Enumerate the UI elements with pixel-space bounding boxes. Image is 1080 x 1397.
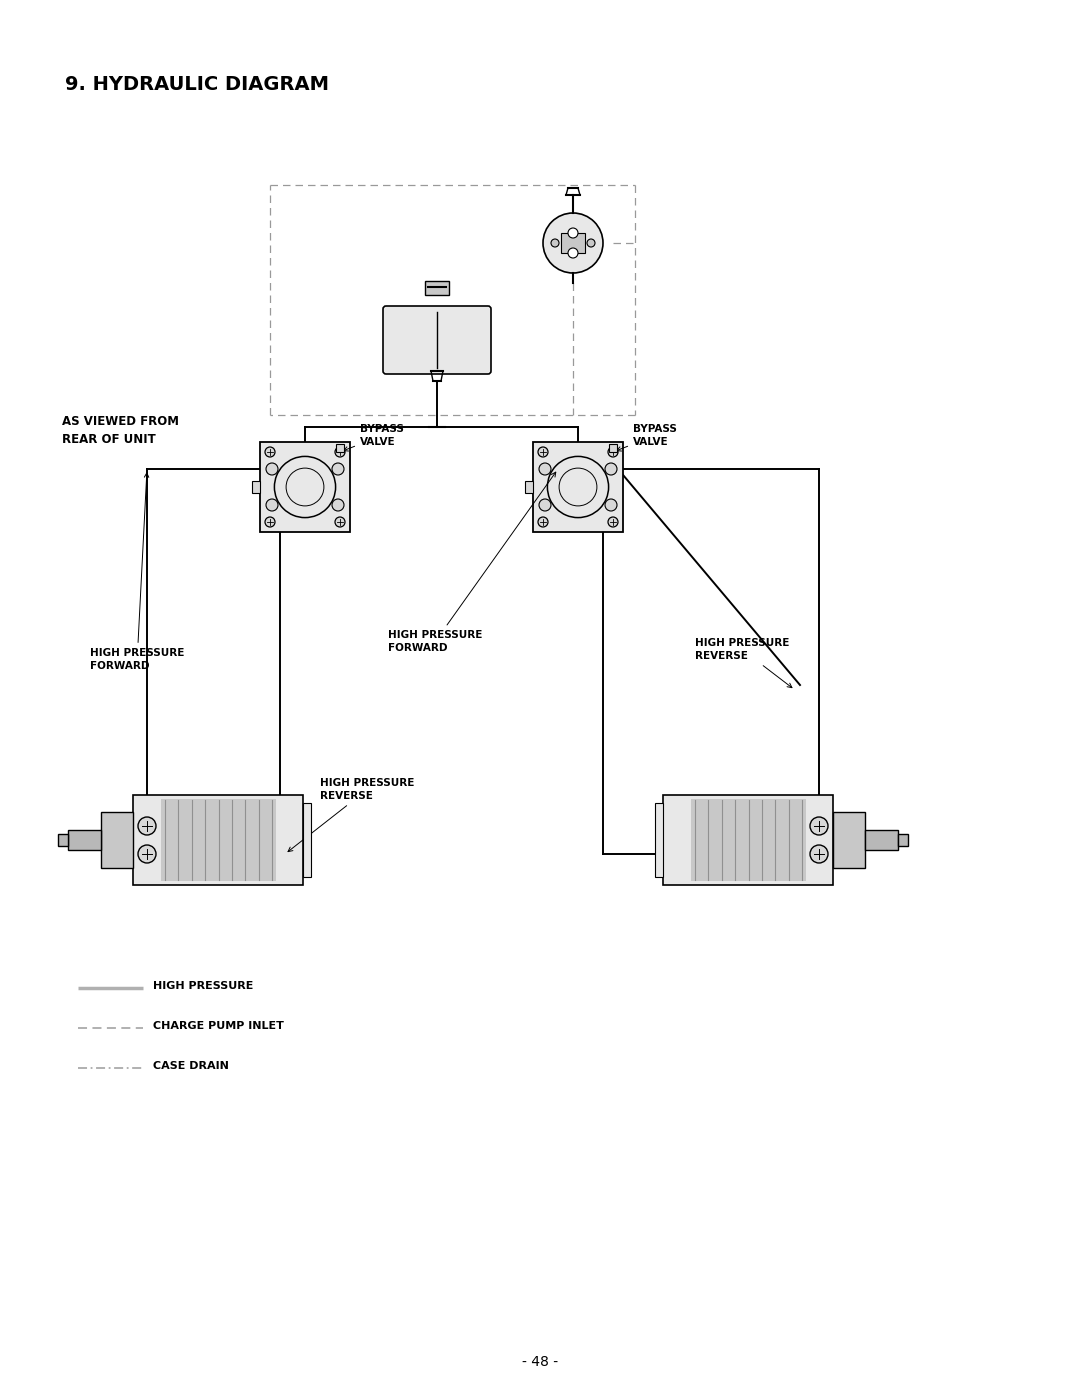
Bar: [58, 834, 68, 847]
Text: HIGH PRESSURE
FORWARD: HIGH PRESSURE FORWARD: [90, 472, 185, 671]
Text: HIGH PRESSURE
REVERSE: HIGH PRESSURE REVERSE: [696, 638, 792, 687]
Bar: [561, 233, 585, 253]
Text: HIGH PRESSURE
REVERSE: HIGH PRESSURE REVERSE: [288, 778, 415, 852]
Bar: [260, 441, 350, 532]
Circle shape: [551, 239, 559, 247]
Bar: [865, 830, 897, 849]
Circle shape: [539, 499, 551, 511]
Circle shape: [335, 517, 345, 527]
Bar: [252, 481, 260, 493]
Circle shape: [810, 817, 828, 835]
Circle shape: [265, 517, 275, 527]
Circle shape: [539, 462, 551, 475]
Circle shape: [335, 447, 345, 457]
Text: HIGH PRESSURE
FORWARD: HIGH PRESSURE FORWARD: [388, 472, 556, 654]
Text: HIGH PRESSURE: HIGH PRESSURE: [153, 981, 254, 990]
Bar: [336, 444, 345, 453]
Bar: [609, 444, 617, 453]
Circle shape: [138, 817, 156, 835]
Circle shape: [538, 517, 548, 527]
Circle shape: [543, 212, 603, 272]
Bar: [426, 281, 449, 295]
Circle shape: [266, 462, 278, 475]
Text: AS VIEWED FROM
REAR OF UNIT: AS VIEWED FROM REAR OF UNIT: [62, 415, 179, 446]
Text: - 48 -: - 48 -: [522, 1355, 558, 1369]
Bar: [833, 812, 865, 868]
Text: CHARGE PUMP INLET: CHARGE PUMP INLET: [153, 1021, 284, 1031]
Circle shape: [568, 228, 578, 237]
Circle shape: [266, 499, 278, 511]
Bar: [691, 799, 806, 882]
Bar: [534, 441, 623, 532]
Circle shape: [605, 499, 617, 511]
Text: BYPASS
VALVE: BYPASS VALVE: [343, 425, 404, 451]
Circle shape: [265, 447, 275, 457]
Bar: [303, 803, 311, 877]
Text: BYPASS
VALVE: BYPASS VALVE: [617, 425, 677, 451]
Circle shape: [810, 845, 828, 863]
Bar: [663, 795, 833, 886]
Circle shape: [608, 517, 618, 527]
Text: 9. HYDRAULIC DIAGRAM: 9. HYDRAULIC DIAGRAM: [65, 75, 329, 94]
Circle shape: [568, 249, 578, 258]
Circle shape: [608, 447, 618, 457]
Circle shape: [605, 462, 617, 475]
Bar: [654, 803, 663, 877]
Circle shape: [138, 845, 156, 863]
Bar: [68, 830, 102, 849]
Circle shape: [538, 447, 548, 457]
Circle shape: [332, 499, 345, 511]
Bar: [133, 795, 303, 886]
Circle shape: [588, 239, 595, 247]
Bar: [897, 834, 908, 847]
Circle shape: [332, 462, 345, 475]
Text: CASE DRAIN: CASE DRAIN: [153, 1060, 229, 1071]
Bar: [161, 799, 276, 882]
Bar: [525, 481, 534, 493]
Bar: [102, 812, 133, 868]
FancyBboxPatch shape: [383, 306, 491, 374]
